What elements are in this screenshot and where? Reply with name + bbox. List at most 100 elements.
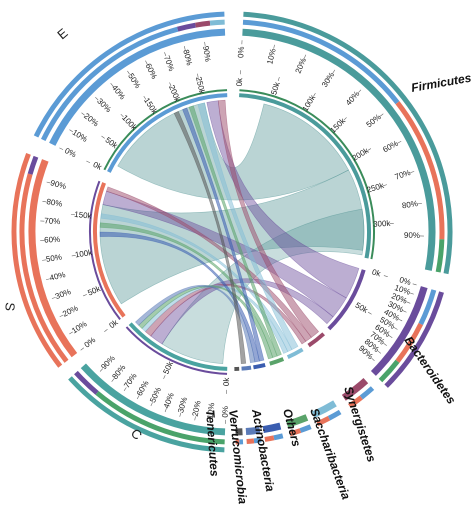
tick-e-pct-mark-1 [69, 129, 74, 133]
tick-firm-pct-1: 10% [265, 48, 277, 66]
tick-syn-s [348, 395, 363, 409]
stack-firm-c [435, 239, 445, 273]
stack-e-syn [195, 20, 211, 28]
arc-e [49, 28, 226, 146]
tick-bact-k-mark-0 [383, 275, 388, 277]
tick-s-pct-mark-4 [45, 278, 50, 281]
tick-firm-pct-mark-1 [273, 44, 275, 49]
tick-e-k-mark-0 [86, 160, 91, 164]
tick-s-pct-0: 0% [83, 335, 98, 349]
tick-s-pct-4: 40% [49, 270, 67, 283]
tick-e-k-0: 0k [92, 160, 104, 172]
stack-e-firm [41, 26, 179, 142]
tick-firm-pct-mark-4 [358, 89, 362, 93]
tick-c-pct-2: 20% [191, 400, 203, 417]
tick-s-pct-2: 20% [61, 304, 79, 319]
tick-firm-pct-6: 60% [381, 139, 399, 154]
arc-actinobacteria [262, 422, 282, 433]
chord-e-actinobacteria [182, 107, 265, 362]
stack-firm-e [242, 19, 400, 105]
tick-firm-pct-7: 70% [394, 168, 412, 182]
tick-firm-pct-0: 0% [236, 46, 246, 58]
tick-bact-k-mark-1 [367, 311, 372, 315]
tick-firm-pct-9: 90% [404, 231, 420, 240]
chord-c-verrucomicrobia [135, 284, 256, 364]
tick-c-pct-8: 80% [110, 363, 127, 381]
arc-firmicutes [242, 28, 436, 271]
tick-s-pct-mark-9 [46, 181, 51, 184]
tick-c-pct-mark-4 [164, 408, 167, 413]
inner-ring-s [93, 182, 126, 318]
tick-ver-e [253, 437, 262, 444]
tick-e-k-mark-3 [143, 95, 147, 100]
stack-e-bact [177, 22, 196, 32]
label-others: Others [280, 407, 304, 448]
chord-s-synergistetes [106, 186, 312, 342]
chord-e-tenericutes [173, 111, 247, 364]
tick-e-k-mark-4 [169, 82, 172, 87]
tick-bact-pct-mark-7 [383, 343, 387, 346]
tick-e-k-4: 200k [167, 84, 182, 104]
tick-e-k-3: 150k [142, 96, 160, 116]
inner-ring-e [107, 93, 228, 173]
chord-s-others [99, 222, 278, 358]
tick-e-pct-7: 70% [162, 54, 176, 72]
stack-e-outer [33, 11, 225, 138]
tick-c-pct-0: 0% [221, 406, 230, 418]
tick-e-pct-2: 20% [82, 111, 100, 128]
label-tenericutes: Tenericutes [203, 409, 222, 477]
tick-s-k-3: 150k [74, 210, 93, 221]
tick-firm-k-mark-5 [383, 184, 388, 187]
tick-bact-pct-0: 0% [398, 275, 412, 287]
tick-bact-pct-mark-4 [398, 318, 403, 322]
inner-ring-firm-2 [239, 89, 375, 260]
tick-bact-pct-mark-0 [412, 283, 417, 286]
tick-e-pct-9: 90% [201, 45, 212, 62]
tick-firm-k-mark-2 [313, 92, 316, 97]
tick-c-pct-4: 40% [162, 392, 176, 410]
tick-firm-k-6: 300k [373, 219, 392, 229]
tick-bact-pct-mark-3 [402, 310, 407, 313]
tick-bact-pct-mark-2 [406, 301, 411, 304]
tick-e-pct-8: 80% [181, 49, 194, 67]
tick-c-pct-1: 10% [206, 402, 217, 419]
tick-c-pct-5: 50% [148, 386, 163, 404]
tick-bact-pct-mark-6 [388, 335, 393, 338]
tick-c-pct-3: 30% [176, 396, 189, 414]
tick-firm-k-mark-4 [367, 148, 372, 151]
tick-s-pct-mark-8 [42, 201, 47, 203]
tick-oth-s [289, 428, 302, 437]
tick-firm-k-3: 150k [328, 116, 347, 135]
tick-c-pct-mark-7 [123, 387, 127, 391]
arc-s [28, 159, 78, 358]
tick-s-pct-3: 30% [54, 287, 72, 301]
tick-bact-pct-mark-1 [409, 292, 414, 295]
tick-bact-k-1: 50k [354, 301, 371, 316]
tick-s-pct-mark-3 [51, 296, 56, 299]
chord-e-others [188, 105, 282, 357]
tick-firm-pct-8: 80% [401, 199, 418, 210]
tick-e-k-mark-1 [101, 135, 105, 139]
tick-syn-e [359, 386, 375, 400]
stack-bact-e [418, 289, 437, 326]
tick-e-pct-mark-9 [204, 41, 206, 46]
tick-s-k-mark-0 [104, 329, 108, 332]
tick-firm-k-4: 200k [351, 146, 371, 163]
inner-ring-saccharibacteria [286, 347, 304, 359]
arc-synergistetes [341, 378, 369, 401]
tick-c-pct-mark-5 [150, 402, 153, 407]
stack-bact-c [378, 359, 400, 383]
tick-act-e [273, 433, 284, 441]
tick-e-pct-mark-7 [164, 52, 167, 57]
tick-e-k-mark-5 [197, 73, 199, 78]
tick-c-k-0: 0k [222, 377, 231, 387]
tick-bact-pct-mark-5 [393, 327, 398, 330]
tick-c-pct-mark-9 [99, 368, 104, 372]
tick-e-pct-mark-6 [145, 60, 148, 65]
tick-firm-k-mark-3 [343, 117, 347, 121]
tick-s-pct-6: 60% [44, 235, 60, 245]
tick-act-s [264, 435, 275, 442]
tick-firm-pct-5: 50% [365, 112, 383, 129]
tick-e-pct-6: 60% [144, 62, 159, 80]
tick-firm-pct-mark-3 [332, 69, 336, 74]
